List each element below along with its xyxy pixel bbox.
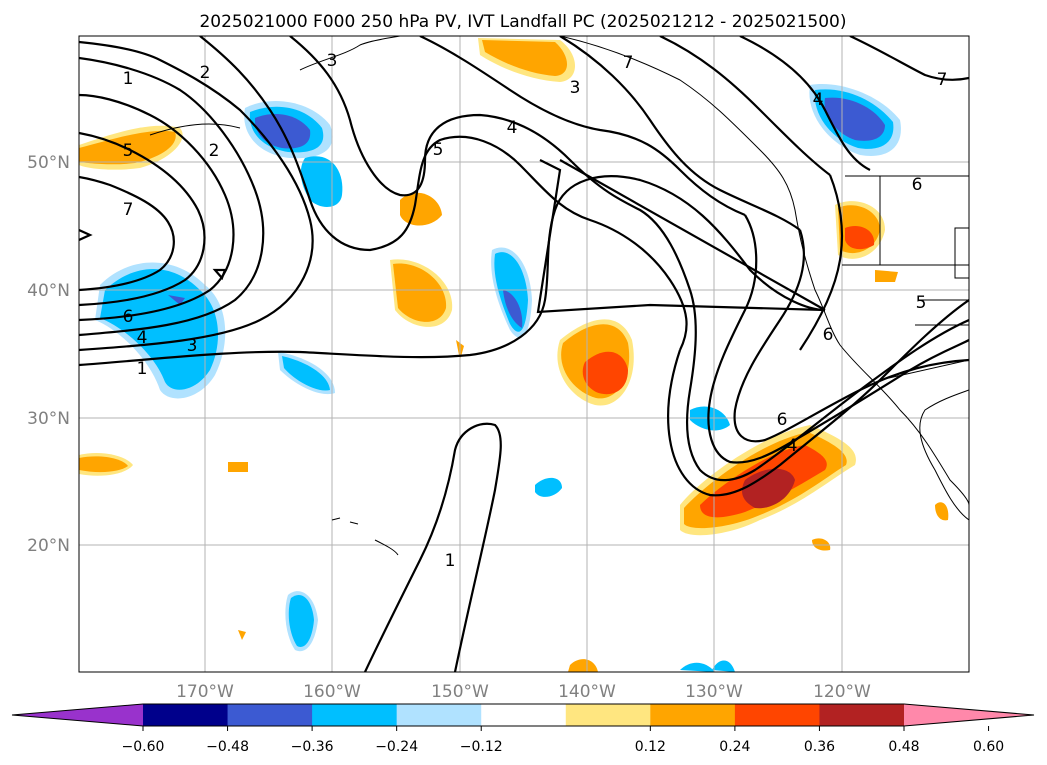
lon-label: 140°W — [558, 682, 616, 702]
lon-label: 170°W — [176, 682, 234, 702]
contour-label: 3 — [570, 78, 581, 98]
contour-label: 2 — [200, 63, 211, 83]
colorbar-box — [396, 704, 482, 726]
contour-label: 5 — [433, 140, 444, 160]
contour-label: 3 — [187, 336, 198, 356]
pv-shading — [79, 38, 949, 672]
contour-label: 6 — [123, 307, 134, 327]
colorbar-box — [734, 704, 820, 726]
contour-label: 6 — [912, 175, 923, 195]
contour-label: 4 — [137, 328, 148, 348]
colorbar-tick-label: −0.36 — [291, 739, 334, 755]
lon-label: 160°W — [303, 682, 361, 702]
map-title: 2025021000 F000 250 hPa PV, IVT Landfall… — [199, 12, 846, 32]
contour-label: 7 — [937, 70, 948, 90]
ivt-contours — [79, 36, 969, 672]
lon-label: 130°W — [685, 682, 743, 702]
coastlines — [149, 36, 969, 556]
contour-label: 6 — [823, 325, 834, 345]
map-frame — [78, 35, 970, 673]
contour-label: 2 — [209, 141, 220, 161]
colorbar: −0.60 −0.48 −0.36 −0.24 −0.12 0.12 0.24 0.36 0.4… — [11, 703, 1035, 755]
colorbar-box — [819, 704, 905, 726]
contour-label: 7 — [123, 200, 134, 220]
colorbar-extend-high — [904, 704, 1034, 726]
contour-label: 7 — [623, 53, 634, 73]
contour-label: 1 — [445, 551, 456, 571]
colorbar-tick-label: 0.24 — [719, 739, 750, 755]
colorbar-box — [565, 704, 651, 726]
colorbar-box — [650, 704, 736, 726]
lat-label: 20°N — [27, 536, 70, 556]
colorbar-box — [481, 704, 567, 726]
contour-labels: 1 2 3 7 4 5 3 4 5 2 7 7 6 4 3 1 6 4 5 6 … — [123, 51, 948, 571]
colorbar-box — [312, 704, 398, 726]
colorbar-tick-label: 0.12 — [635, 739, 666, 755]
lat-label: 50°N — [27, 153, 70, 173]
colorbar-tick-label: −0.60 — [122, 739, 165, 755]
colorbar-tick-label: −0.12 — [460, 739, 503, 755]
contour-label: 6 — [777, 410, 788, 430]
contour-label: 4 — [787, 436, 798, 456]
colorbar-tick-label: −0.48 — [206, 739, 249, 755]
colorbar-tick-label: 0.36 — [804, 739, 835, 755]
contour-label: 4 — [507, 118, 518, 138]
contour-label: 4 — [813, 90, 824, 110]
lat-label: 40°N — [27, 281, 70, 301]
lat-label: 30°N — [27, 409, 70, 429]
contour-label: 3 — [327, 51, 338, 71]
lon-labels: 170°W 160°W 150°W 140°W 130°W 120°W — [176, 682, 871, 702]
colorbar-extend-low — [12, 704, 143, 726]
colorbar-box — [143, 704, 229, 726]
colorbar-tick-label: 0.48 — [888, 739, 919, 755]
colorbar-tick-label: −0.24 — [375, 739, 418, 755]
lon-label: 150°W — [431, 682, 489, 702]
contour-label: 1 — [123, 69, 134, 89]
lon-label: 120°W — [813, 682, 871, 702]
contour-label: 5 — [916, 293, 927, 313]
colorbar-tick-label: 0.60 — [973, 739, 1004, 755]
contour-label: 5 — [123, 141, 134, 161]
colorbar-box — [227, 704, 313, 726]
map-panel: 1 2 3 7 4 5 3 4 5 2 7 7 6 4 3 1 6 4 5 6 … — [79, 36, 969, 672]
lat-labels: 50°N 40°N 30°N 20°N — [27, 153, 70, 556]
contour-label: 1 — [137, 359, 148, 379]
